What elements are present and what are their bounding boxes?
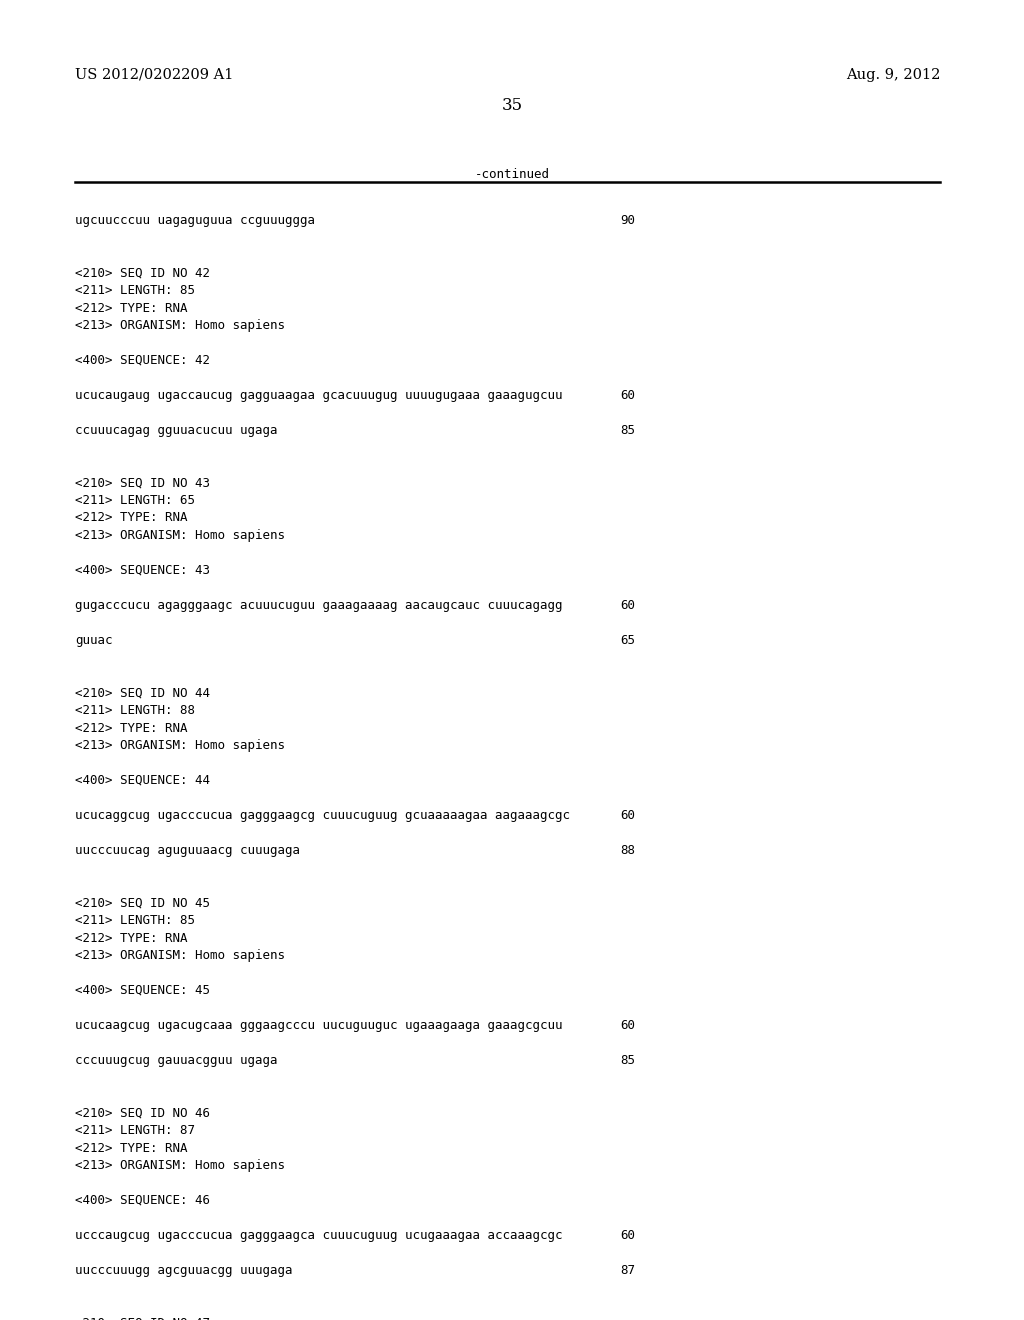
Text: <400> SEQUENCE: 42: <400> SEQUENCE: 42 <box>75 354 210 367</box>
Text: guuac: guuac <box>75 634 113 647</box>
Text: 85: 85 <box>620 424 635 437</box>
Text: 85: 85 <box>620 1053 635 1067</box>
Text: <210> SEQ ID NO 45: <210> SEQ ID NO 45 <box>75 896 210 909</box>
Text: US 2012/0202209 A1: US 2012/0202209 A1 <box>75 69 233 82</box>
Text: uucccuuugg agcguuacgg uuugaga: uucccuuugg agcguuacgg uuugaga <box>75 1265 293 1276</box>
Text: <213> ORGANISM: Homo sapiens: <213> ORGANISM: Homo sapiens <box>75 739 285 752</box>
Text: <212> TYPE: RNA: <212> TYPE: RNA <box>75 932 187 945</box>
Text: <400> SEQUENCE: 45: <400> SEQUENCE: 45 <box>75 983 210 997</box>
Text: <212> TYPE: RNA: <212> TYPE: RNA <box>75 722 187 734</box>
Text: 60: 60 <box>620 809 635 822</box>
Text: 88: 88 <box>620 843 635 857</box>
Text: ucccaugcug ugacccucua gagggaagca cuuucuguug ucugaaagaa accaaagcgc: ucccaugcug ugacccucua gagggaagca cuuucug… <box>75 1229 562 1242</box>
Text: 90: 90 <box>620 214 635 227</box>
Text: <211> LENGTH: 85: <211> LENGTH: 85 <box>75 284 195 297</box>
Text: 87: 87 <box>620 1265 635 1276</box>
Text: <211> LENGTH: 85: <211> LENGTH: 85 <box>75 913 195 927</box>
Text: <211> LENGTH: 87: <211> LENGTH: 87 <box>75 1125 195 1137</box>
Text: ucucaagcug ugacugcaaa gggaagcccu uucuguuguc ugaaagaaga gaaagcgcuu: ucucaagcug ugacugcaaa gggaagcccu uucuguu… <box>75 1019 562 1032</box>
Text: -continued: -continued <box>474 168 550 181</box>
Text: <400> SEQUENCE: 44: <400> SEQUENCE: 44 <box>75 774 210 787</box>
Text: <211> LENGTH: 65: <211> LENGTH: 65 <box>75 494 195 507</box>
Text: ugcuucccuu uagaguguua ccguuuggga: ugcuucccuu uagaguguua ccguuuggga <box>75 214 315 227</box>
Text: <212> TYPE: RNA: <212> TYPE: RNA <box>75 301 187 314</box>
Text: 65: 65 <box>620 634 635 647</box>
Text: <213> ORGANISM: Homo sapiens: <213> ORGANISM: Homo sapiens <box>75 1159 285 1172</box>
Text: <213> ORGANISM: Homo sapiens: <213> ORGANISM: Homo sapiens <box>75 949 285 962</box>
Text: <400> SEQUENCE: 43: <400> SEQUENCE: 43 <box>75 564 210 577</box>
Text: <213> ORGANISM: Homo sapiens: <213> ORGANISM: Homo sapiens <box>75 319 285 333</box>
Text: 60: 60 <box>620 599 635 612</box>
Text: gugacccucu agagggaagc acuuucuguu gaaagaaaag aacaugcauc cuuucagagg: gugacccucu agagggaagc acuuucuguu gaaagaa… <box>75 599 562 612</box>
Text: uucccuucag aguguuaacg cuuugaga: uucccuucag aguguuaacg cuuugaga <box>75 843 300 857</box>
Text: ucucaggcug ugacccucua gagggaagcg cuuucuguug gcuaaaaagaa aagaaagcgc: ucucaggcug ugacccucua gagggaagcg cuuucug… <box>75 809 570 822</box>
Text: <210> SEQ ID NO 42: <210> SEQ ID NO 42 <box>75 267 210 280</box>
Text: 60: 60 <box>620 389 635 403</box>
Text: <213> ORGANISM: Homo sapiens: <213> ORGANISM: Homo sapiens <box>75 529 285 543</box>
Text: Aug. 9, 2012: Aug. 9, 2012 <box>846 69 940 82</box>
Text: <211> LENGTH: 88: <211> LENGTH: 88 <box>75 704 195 717</box>
Text: <210> SEQ ID NO 46: <210> SEQ ID NO 46 <box>75 1106 210 1119</box>
Text: cccuuugcug gauuacgguu ugaga: cccuuugcug gauuacgguu ugaga <box>75 1053 278 1067</box>
Text: <210> SEQ ID NO 43: <210> SEQ ID NO 43 <box>75 477 210 490</box>
Text: <210> SEQ ID NO 44: <210> SEQ ID NO 44 <box>75 686 210 700</box>
Text: <212> TYPE: RNA: <212> TYPE: RNA <box>75 511 187 524</box>
Text: ucucaugaug ugaccaucug gagguaagaa gcacuuugug uuuugugaaa gaaagugcuu: ucucaugaug ugaccaucug gagguaagaa gcacuuu… <box>75 389 562 403</box>
Text: 35: 35 <box>502 96 522 114</box>
Text: <400> SEQUENCE: 46: <400> SEQUENCE: 46 <box>75 1195 210 1206</box>
Text: ccuuucagag gguuacucuu ugaga: ccuuucagag gguuacucuu ugaga <box>75 424 278 437</box>
Text: 60: 60 <box>620 1019 635 1032</box>
Text: 60: 60 <box>620 1229 635 1242</box>
Text: <210> SEQ ID NO 47: <210> SEQ ID NO 47 <box>75 1316 210 1320</box>
Text: <212> TYPE: RNA: <212> TYPE: RNA <box>75 1142 187 1155</box>
